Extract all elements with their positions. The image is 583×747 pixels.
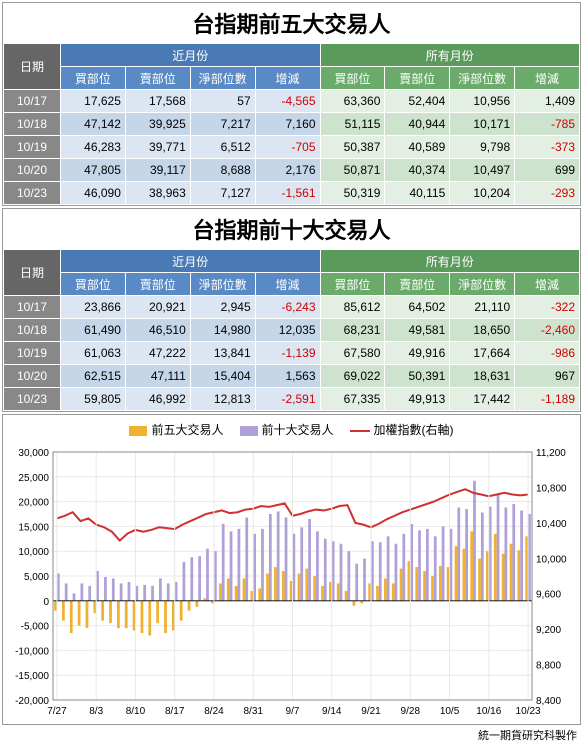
svg-text:10,800: 10,800 (536, 483, 567, 494)
table-row: 10/1723,86620,9212,945-6,24385,61264,502… (4, 296, 580, 319)
legend-top10: 前十大交易人 (240, 421, 334, 438)
svg-text:0: 0 (43, 597, 49, 608)
credit-line: 統一期貨研究科製作 (2, 725, 581, 745)
legend-top5: 前五大交易人 (129, 421, 223, 438)
svg-text:8/10: 8/10 (126, 706, 146, 717)
table-row: 10/2047,80539,1178,6882,17650,87140,3741… (4, 159, 580, 182)
svg-text:8/3: 8/3 (89, 706, 103, 717)
top5-table: 日期近月份所有月份買部位賣部位淨部位數增減買部位賣部位淨部位數增減10/1717… (3, 43, 580, 205)
svg-text:-15,000: -15,000 (15, 671, 49, 682)
svg-text:10,400: 10,400 (536, 519, 567, 530)
table-row: 10/1861,49046,51014,98012,03568,23149,58… (4, 319, 580, 342)
svg-text:-10,000: -10,000 (15, 646, 49, 657)
svg-text:8/17: 8/17 (165, 706, 185, 717)
svg-text:8/24: 8/24 (204, 706, 224, 717)
chart-legend: 前五大交易人 前十大交易人 加權指數(右軸) (3, 415, 580, 444)
svg-text:9/7: 9/7 (286, 706, 300, 717)
svg-text:15,000: 15,000 (18, 522, 49, 533)
svg-text:20,000: 20,000 (18, 498, 49, 509)
svg-text:8,800: 8,800 (536, 661, 561, 672)
table-row: 10/1717,62517,56857-4,56563,36052,40410,… (4, 90, 580, 113)
svg-text:9,600: 9,600 (536, 590, 561, 601)
legend-index: 加權指數(右軸) (350, 421, 454, 438)
top10-title: 台指期前十大交易人 (3, 209, 580, 249)
svg-text:10,000: 10,000 (18, 547, 49, 558)
table-row: 10/1847,14239,9257,2177,16051,11540,9441… (4, 113, 580, 136)
svg-text:9/28: 9/28 (401, 706, 421, 717)
top5-section: 台指期前五大交易人 日期近月份所有月份買部位賣部位淨部位數增減買部位賣部位淨部位… (2, 2, 581, 206)
table-row: 10/2359,80546,99212,813-2,59167,33549,91… (4, 388, 580, 411)
svg-text:9/21: 9/21 (361, 706, 381, 717)
table-row: 10/2062,51547,11115,4041,56369,02250,391… (4, 365, 580, 388)
svg-text:-5,000: -5,000 (21, 622, 50, 633)
top10-table: 日期近月份所有月份買部位賣部位淨部位數增減買部位賣部位淨部位數增減10/1723… (3, 249, 580, 411)
top5-title: 台指期前五大交易人 (3, 3, 580, 43)
table-row: 10/1961,06347,22213,841-1,13967,58049,91… (4, 342, 580, 365)
table-row: 10/1946,28339,7716,512-70550,38740,5899,… (4, 136, 580, 159)
chart-panel: 前五大交易人 前十大交易人 加權指數(右軸) -20,000 -15,000 -10… (2, 414, 581, 725)
svg-text:-20,000: -20,000 (15, 696, 49, 707)
svg-text:25,000: 25,000 (18, 473, 49, 484)
top10-section: 台指期前十大交易人 日期近月份所有月份買部位賣部位淨部位數增減買部位賣部位淨部位… (2, 208, 581, 412)
svg-text:10/23: 10/23 (516, 706, 541, 717)
svg-text:9/14: 9/14 (322, 706, 342, 717)
chart-svg: -20,000 -15,000 -10,000 -5,000 0 5,000 10,000 1… (3, 444, 580, 724)
svg-text:8/31: 8/31 (244, 706, 264, 717)
svg-text:30,000: 30,000 (18, 448, 49, 459)
svg-text:9,200: 9,200 (536, 625, 561, 636)
svg-text:7/27: 7/27 (47, 706, 67, 717)
svg-text:10,000: 10,000 (536, 554, 567, 565)
svg-text:11,200: 11,200 (536, 448, 566, 459)
svg-text:5,000: 5,000 (24, 572, 49, 583)
table-row: 10/2346,09038,9637,127-1,56150,31940,115… (4, 182, 580, 205)
svg-text:10/5: 10/5 (440, 706, 460, 717)
svg-text:10/16: 10/16 (476, 706, 501, 717)
